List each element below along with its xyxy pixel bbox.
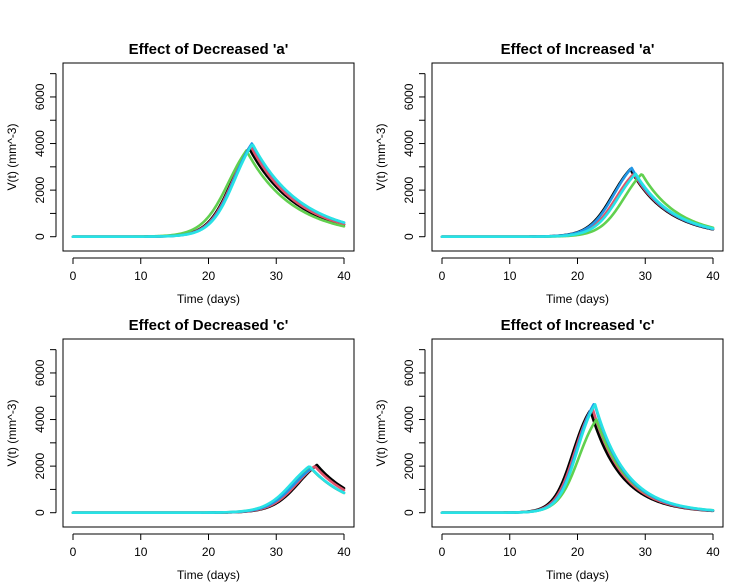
x-tick-label: 10 <box>503 545 517 559</box>
chart-panel-3: Effect of Decreased 'c' 0 10 20 30 40 0 2000 400… <box>5 317 355 582</box>
series-line-1 <box>440 167 715 239</box>
y-axis-label: V(t) (mm^-3) <box>374 400 388 467</box>
x-tick-label: 20 <box>202 545 216 559</box>
y-tick-label: 0 <box>402 509 416 516</box>
series-line-5 <box>71 465 346 515</box>
chart-title: Effect of Decreased 'a' <box>129 41 289 58</box>
y-tick-label: 4000 <box>402 130 416 157</box>
x-axis-label: Time (days) <box>177 292 240 306</box>
y-tick-label: 0 <box>33 233 47 240</box>
series-line-5 <box>71 143 346 239</box>
x-tick-label: 20 <box>202 269 216 283</box>
plot-frame <box>62 62 355 252</box>
y-tick-label: 4000 <box>33 130 47 157</box>
x-tick-label: 40 <box>706 545 720 559</box>
x-tick-label: 30 <box>639 545 653 559</box>
x-tick-label: 20 <box>571 269 585 283</box>
chart-title: Effect of Decreased 'c' <box>129 317 289 334</box>
series-line-3 <box>440 418 715 515</box>
x-tick-label: 40 <box>337 269 351 283</box>
x-tick-label: 10 <box>503 269 517 283</box>
series-line-4 <box>71 142 346 239</box>
x-tick-label: 0 <box>439 269 446 283</box>
x-tick-label: 10 <box>134 269 148 283</box>
chart-panel-1: Effect of Decreased 'a' 0 10 20 30 40 0 2000 400… <box>5 41 355 306</box>
y-tick-label: 0 <box>402 233 416 240</box>
x-tick-label: 0 <box>70 269 77 283</box>
plot-frame <box>62 338 355 528</box>
series-line-5 <box>440 403 715 515</box>
y-tick-label: 2000 <box>33 452 47 479</box>
series-line-4 <box>71 467 346 515</box>
plot-frame <box>431 338 724 528</box>
plot-frame <box>431 62 724 252</box>
chart-title: Effect of Increased 'c' <box>501 317 655 334</box>
series-line-4 <box>440 166 715 239</box>
series-line-3 <box>440 173 715 239</box>
series-line-5 <box>440 172 715 239</box>
y-tick-label: 6000 <box>33 83 47 110</box>
chart-panel-2: Effect of Increased 'a' 0 10 20 30 40 0 2000 400… <box>374 41 724 306</box>
y-tick-label: 2000 <box>402 176 416 203</box>
series-line-2 <box>440 173 715 239</box>
x-tick-label: 30 <box>270 545 284 559</box>
y-tick-label: 4000 <box>402 406 416 433</box>
y-tick-label: 0 <box>33 509 47 516</box>
x-axis-label: Time (days) <box>546 292 609 306</box>
y-tick-label: 2000 <box>33 176 47 203</box>
y-tick-label: 6000 <box>33 359 47 386</box>
x-tick-label: 0 <box>439 545 446 559</box>
chart-title: Effect of Increased 'a' <box>501 41 655 58</box>
y-axis-label: V(t) (mm^-3) <box>5 400 19 467</box>
x-tick-label: 20 <box>571 545 585 559</box>
y-tick-label: 4000 <box>33 406 47 433</box>
y-tick-label: 2000 <box>402 452 416 479</box>
x-tick-label: 30 <box>270 269 284 283</box>
x-axis-label: Time (days) <box>177 568 240 582</box>
x-tick-label: 40 <box>337 545 351 559</box>
y-axis-label: V(t) (mm^-3) <box>374 124 388 191</box>
y-tick-label: 6000 <box>402 359 416 386</box>
x-tick-label: 40 <box>706 269 720 283</box>
chart-panel-4: Effect of Increased 'c' 0 10 20 30 40 0 2000 400… <box>374 317 724 582</box>
x-axis-label: Time (days) <box>546 568 609 582</box>
x-tick-label: 30 <box>639 269 653 283</box>
y-tick-label: 6000 <box>402 83 416 110</box>
x-tick-label: 0 <box>70 545 77 559</box>
x-tick-label: 10 <box>134 545 148 559</box>
y-axis-label: V(t) (mm^-3) <box>5 124 19 191</box>
